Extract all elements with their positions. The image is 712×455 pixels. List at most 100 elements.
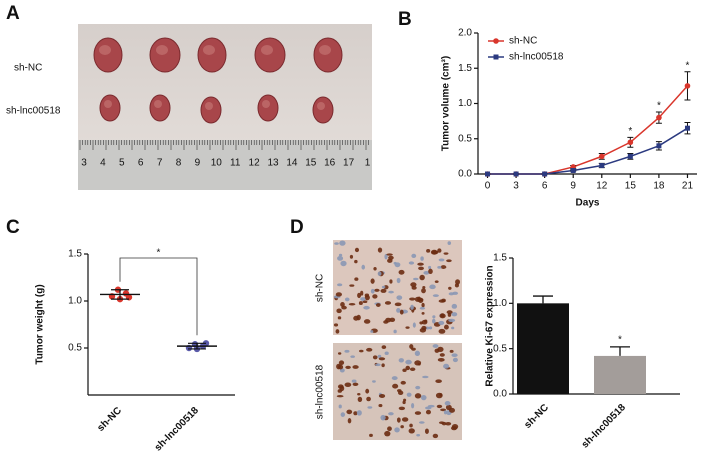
nucleus <box>396 417 401 423</box>
ruler-label: 1 <box>365 158 371 169</box>
y-axis-label: Relative Ki-67 expression <box>485 265 496 386</box>
nucleus <box>438 328 446 334</box>
ruler-label: 16 <box>324 158 336 169</box>
nucleus <box>438 299 446 303</box>
nucleus <box>349 254 354 259</box>
series-line <box>487 85 689 175</box>
error-bar <box>533 295 553 304</box>
nucleus <box>418 266 424 271</box>
nucleus <box>337 316 342 320</box>
nucleus <box>384 430 391 437</box>
y-tick-label: 2.0 <box>458 28 472 39</box>
nucleus <box>421 319 428 325</box>
nucleus <box>392 383 399 389</box>
nucleus <box>335 329 340 334</box>
ruler-label: 7 <box>157 158 163 169</box>
nucleus <box>443 252 449 255</box>
marker <box>656 114 662 121</box>
nucleus <box>437 266 442 269</box>
annotation: * <box>628 126 632 137</box>
nucleus <box>338 360 345 366</box>
nucleus <box>349 284 355 287</box>
nucleus <box>421 288 426 294</box>
nucleus <box>333 323 339 327</box>
nucleus <box>365 388 370 394</box>
tumor-highlight <box>203 45 215 55</box>
tumor <box>197 37 227 73</box>
nucleus <box>398 358 405 363</box>
nucleus <box>356 314 361 321</box>
nucleus <box>396 277 401 284</box>
legend-label: sh-NC <box>509 36 537 47</box>
tumor <box>99 94 121 122</box>
panel-letter: A <box>6 3 20 24</box>
nucleus <box>443 363 450 369</box>
panel-letter: C <box>6 217 20 238</box>
x-tick-label: 15 <box>625 181 637 192</box>
nucleus <box>360 290 364 296</box>
nucleus <box>366 347 373 352</box>
nucleus <box>358 349 364 353</box>
y-tick-label: 1.0 <box>458 98 472 109</box>
nucleus <box>336 394 344 398</box>
image-label: sh-NC <box>315 274 326 302</box>
nucleus <box>354 259 358 264</box>
x-tick-label: sh-lnc00518 <box>580 402 629 451</box>
nucleus <box>405 326 410 329</box>
nucleus <box>440 408 447 412</box>
nucleus <box>373 267 377 271</box>
tumor-highlight <box>154 100 162 108</box>
nucleus <box>338 364 344 370</box>
tumor-highlight <box>317 102 325 110</box>
nucleus <box>387 258 393 263</box>
y-axis-label: Tumor volume (cm³) <box>441 56 452 151</box>
nucleus <box>364 294 370 301</box>
nucleus <box>410 304 414 310</box>
nucleus <box>396 295 403 300</box>
nucleus <box>428 265 432 270</box>
ruler-label: 12 <box>249 158 261 169</box>
ruler-label: 10 <box>211 158 223 169</box>
marker <box>570 167 576 173</box>
marker <box>599 163 605 169</box>
nucleus <box>422 375 429 379</box>
nucleus <box>432 294 439 298</box>
annotation: * <box>686 60 690 71</box>
nucleus <box>361 264 366 270</box>
nucleus <box>448 292 455 296</box>
annotation: * <box>157 248 161 259</box>
error-bar <box>610 346 630 356</box>
nucleus <box>432 344 439 348</box>
nucleus <box>455 279 461 285</box>
nucleus <box>405 365 411 371</box>
nucleus <box>340 260 347 267</box>
nucleus <box>406 392 412 397</box>
tumor <box>149 94 171 122</box>
nucleus <box>410 282 417 288</box>
nucleus <box>351 379 357 383</box>
legend-marker <box>493 38 499 44</box>
nucleus <box>336 308 342 314</box>
nucleus <box>437 357 445 362</box>
nucleus <box>452 357 458 363</box>
ruler-label: 11 <box>230 158 241 169</box>
nucleus <box>409 367 416 371</box>
nucleus <box>445 422 452 426</box>
nucleus <box>400 425 404 429</box>
nucleus <box>384 253 388 260</box>
nucleus <box>439 353 445 357</box>
sd-bar <box>111 289 129 300</box>
ruler <box>78 140 372 190</box>
ruler-label: 15 <box>305 158 317 169</box>
nucleus <box>449 407 455 413</box>
nucleus <box>372 294 378 299</box>
x-tick-label: sh-NC <box>95 405 124 434</box>
nucleus <box>432 318 436 324</box>
y-tick-label: 0.5 <box>458 133 472 144</box>
nucleus <box>397 390 404 396</box>
nucleus <box>409 297 416 301</box>
y-tick-label: 0.0 <box>458 169 472 180</box>
nucleus <box>378 357 386 361</box>
nucleus <box>412 322 416 328</box>
